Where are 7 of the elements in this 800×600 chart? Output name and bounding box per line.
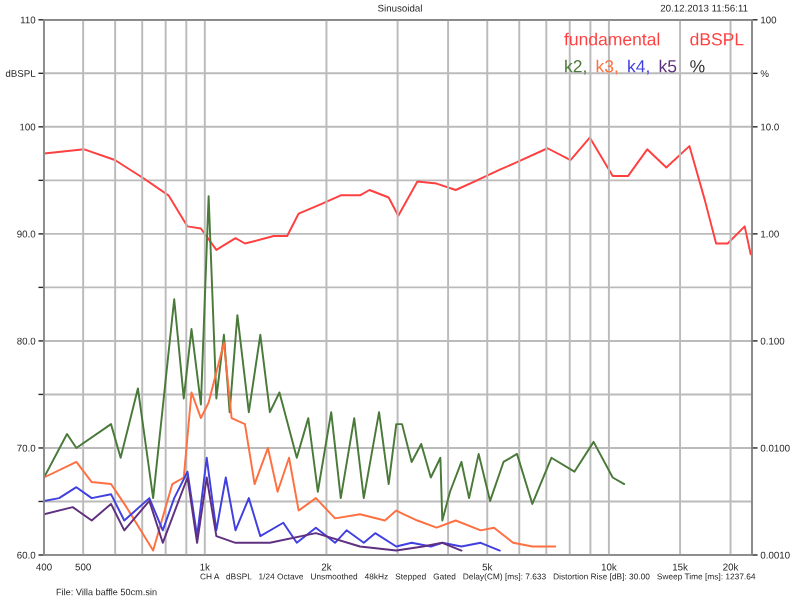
annotation: % xyxy=(690,60,705,73)
text: k5 xyxy=(659,59,677,73)
text: k3, xyxy=(596,59,618,75)
text: k4, xyxy=(628,59,649,75)
annotation: dBSPL xyxy=(690,32,744,46)
text: k2, xyxy=(565,59,586,75)
text: fundamental xyxy=(564,32,660,46)
